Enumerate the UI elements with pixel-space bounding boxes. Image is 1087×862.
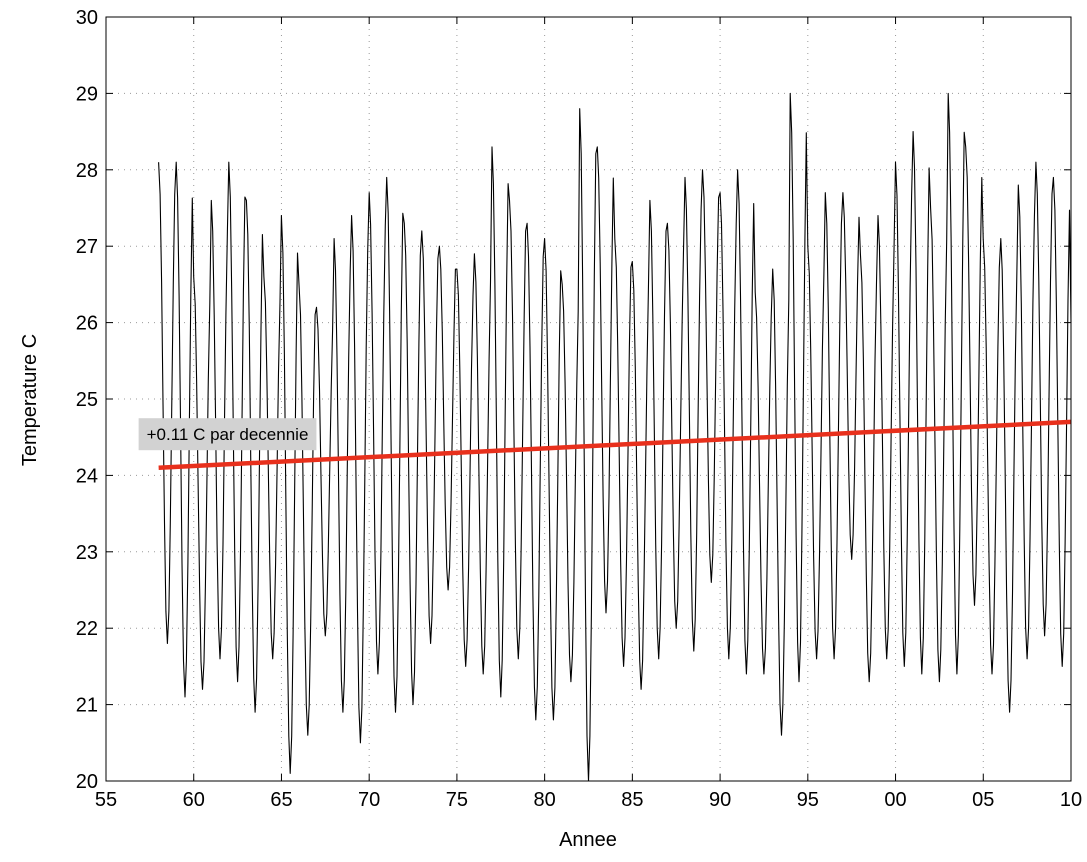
y-tick-label: 27	[76, 236, 98, 258]
y-tick-label: 28	[76, 160, 98, 182]
x-tick-label: 65	[270, 789, 292, 811]
y-axis-label: Temperature C	[19, 334, 41, 466]
x-tick-label: 00	[884, 789, 906, 811]
temperature-series-line	[158, 92, 1072, 782]
x-tick-label: 05	[972, 789, 994, 811]
x-tick-label: 55	[95, 789, 117, 811]
x-tick-label: 60	[183, 789, 205, 811]
y-tick-label: 22	[76, 618, 98, 640]
trend-annotation: +0.11 C par decennie	[138, 418, 317, 451]
x-tick-label: 70	[358, 789, 380, 811]
trend-line	[158, 419, 1072, 471]
x-tick-label: 90	[709, 789, 731, 811]
x-tick-label: 75	[446, 789, 468, 811]
y-tick-label: 30	[76, 7, 98, 29]
y-tick-label: 29	[76, 83, 98, 105]
x-tick-label: 95	[797, 789, 819, 811]
tick-labels: 55 60 65 70 75 80 85 90 95 00 05 10 20 21 22 23 24 25 26 27…	[76, 7, 1082, 811]
y-tick-label: 26	[76, 313, 98, 335]
y-tick-label: 25	[76, 389, 98, 411]
x-tick-label: 10	[1060, 789, 1082, 811]
data-series	[158, 92, 1072, 782]
x-axis-label: Annee	[559, 829, 617, 851]
y-tick-label: 21	[76, 695, 98, 717]
annotation-text: +0.11 C par decennie	[147, 425, 309, 444]
y-tick-label: 24	[76, 465, 98, 487]
annotation-box	[138, 418, 317, 451]
axes	[105, 16, 1072, 782]
x-tick-label: 80	[534, 789, 556, 811]
y-tick-label: 20	[76, 771, 98, 793]
y-tick-label: 23	[76, 542, 98, 564]
x-tick-label: 85	[621, 789, 643, 811]
annotations: +0.11 C par decennie	[138, 418, 317, 451]
